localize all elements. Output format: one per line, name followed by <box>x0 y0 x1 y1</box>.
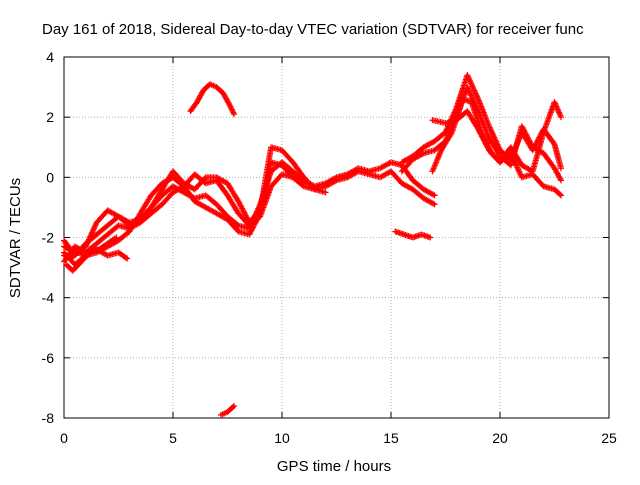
data-point <box>557 176 564 183</box>
series-track-9 <box>392 228 434 241</box>
data-point <box>113 234 120 241</box>
series-track-6 <box>63 234 120 274</box>
data-point <box>256 208 263 215</box>
data-point <box>430 191 437 198</box>
axis-ticks <box>63 56 610 419</box>
y-tick-label: -6 <box>42 350 55 366</box>
data-point <box>122 254 129 261</box>
data-point <box>558 165 565 172</box>
data-point <box>550 139 557 146</box>
series-track-1 <box>61 159 438 265</box>
data-point <box>485 144 492 151</box>
data-point <box>480 134 487 141</box>
data-point <box>486 146 493 153</box>
series-track-4 <box>61 144 329 256</box>
data-point <box>229 403 236 410</box>
series-track-8 <box>217 402 238 418</box>
data-point <box>430 200 437 207</box>
gridlines <box>64 57 609 418</box>
data-point <box>299 179 306 186</box>
data-point <box>558 114 565 121</box>
y-tick-label: -2 <box>42 230 55 246</box>
y-tick-label: 2 <box>46 109 54 125</box>
x-tick-labels: 0 5 10 15 20 25 <box>60 430 617 446</box>
data-point <box>479 132 486 139</box>
series-track-13 <box>429 96 565 199</box>
data-point <box>484 141 491 148</box>
data-point <box>322 189 329 196</box>
data-point <box>483 140 490 147</box>
y-tick-label: 0 <box>46 169 54 185</box>
data-points <box>61 72 565 418</box>
y-axis-label: SDTVAR / TECUs <box>7 178 24 298</box>
y-tick-label: -4 <box>42 290 55 306</box>
y-tick-label: -8 <box>42 410 55 426</box>
data-point <box>448 130 455 137</box>
data-point <box>231 111 238 118</box>
data-point <box>556 191 563 198</box>
x-tick-label: 15 <box>383 430 399 446</box>
data-point <box>558 192 565 199</box>
data-point <box>332 175 339 182</box>
data-point <box>431 201 438 208</box>
series-track-7 <box>187 81 238 118</box>
x-tick-label: 5 <box>169 430 177 446</box>
x-tick-label: 0 <box>60 430 68 446</box>
series-track-11 <box>398 84 565 184</box>
data-point <box>201 175 208 182</box>
y-tick-labels: -8 -6 -4 -2 0 2 4 <box>42 49 55 426</box>
x-axis-label: GPS time / hours <box>277 458 391 475</box>
data-point <box>482 137 489 144</box>
x-tick-label: 10 <box>274 430 290 446</box>
data-point <box>427 234 434 241</box>
data-point <box>481 136 488 143</box>
x-tick-label: 20 <box>492 430 508 446</box>
data-point <box>431 192 438 199</box>
data-point <box>231 402 238 409</box>
data-point <box>480 133 487 140</box>
data-point <box>419 151 426 158</box>
chart-title: Day 161 of 2018, Sidereal Day-to-day VTE… <box>42 21 584 38</box>
data-point <box>112 235 119 242</box>
data-point <box>300 180 307 187</box>
data-point <box>558 177 565 184</box>
data-point <box>484 143 491 150</box>
data-point <box>486 147 493 154</box>
data-point <box>124 255 131 262</box>
data-point <box>482 139 489 146</box>
y-tick-label: 4 <box>46 49 54 65</box>
x-tick-label: 25 <box>601 430 617 446</box>
